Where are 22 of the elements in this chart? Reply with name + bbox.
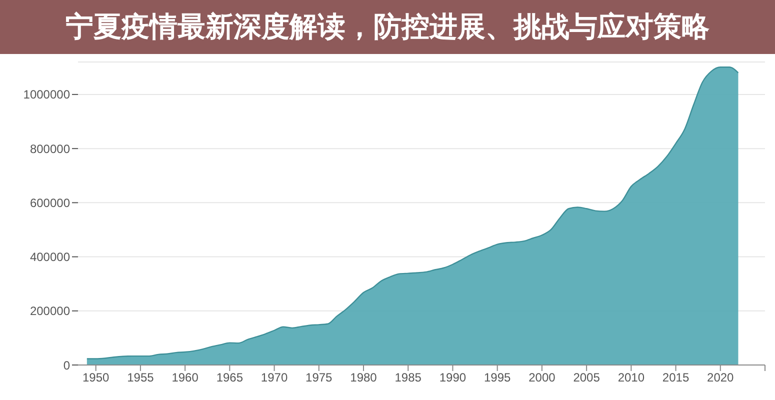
chart-title: 宁夏疫情最新深度解读，防控进展、挑战与应对策略: [66, 9, 710, 45]
x-tick-label: 2000: [528, 370, 556, 385]
x-tick-label: 1980: [350, 370, 378, 385]
x-tick-label: 2010: [618, 370, 645, 385]
x-tick-label: 1995: [484, 370, 512, 385]
x-tick-label: 1970: [260, 370, 288, 385]
x-tick-label: 1965: [216, 370, 244, 385]
x-tick-label: 1975: [306, 370, 333, 385]
y-tick-label: 0: [63, 358, 70, 372]
y-tick-label: 600000: [30, 196, 70, 210]
x-tick-label: 1990: [439, 370, 466, 385]
x-tick-label: 1960: [172, 370, 199, 385]
y-tick-label: 800000: [30, 142, 70, 156]
x-tick-label: 1950: [82, 370, 110, 385]
x-tick-label: 2020: [707, 370, 734, 385]
y-tick-label: 200000: [30, 304, 70, 318]
x-tick-label: 2005: [573, 370, 600, 385]
y-tick-label: 1000000: [23, 88, 70, 102]
y-tick-label: 400000: [30, 250, 70, 264]
x-tick-label: 2015: [662, 370, 690, 385]
x-tick-label: 1985: [394, 370, 422, 385]
x-tick-label: 1955: [127, 370, 154, 385]
